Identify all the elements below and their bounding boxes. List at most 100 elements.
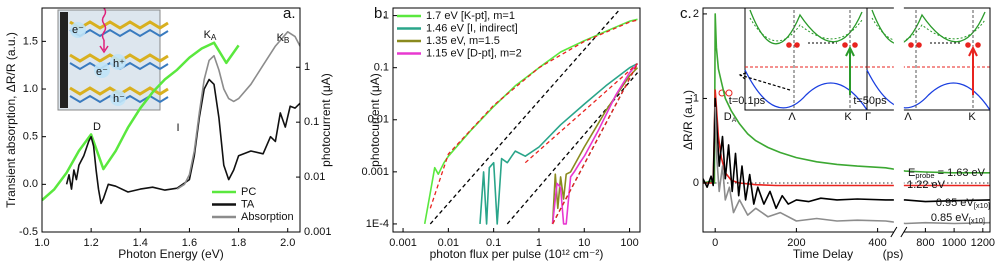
x-tick-label: 1.6 <box>182 237 197 249</box>
inset-label: h⁺ <box>113 58 125 70</box>
x-tick-label: 1.2 <box>83 237 98 249</box>
x-tick-label: 0 <box>712 237 718 249</box>
lattice <box>69 28 169 38</box>
y-tick-label: 0.01 <box>368 114 389 126</box>
electron <box>842 42 848 48</box>
valence-band <box>744 69 868 111</box>
x-tick-label: 10 <box>578 237 590 249</box>
y-tick-label: 1 <box>693 92 699 104</box>
series-line <box>703 97 990 210</box>
fit-line <box>506 72 638 225</box>
y-tick-label: 0.001 <box>361 166 389 178</box>
y-axis-label: photocurrent (μA) <box>368 73 382 167</box>
x-axis-label: photon flux per pulse (10¹² cm⁻²) <box>430 247 604 261</box>
inset-label: t=50ps <box>853 95 887 107</box>
legend-label: 1.46 eV [I, indirect] <box>426 22 518 34</box>
carrier <box>110 54 126 70</box>
inset-label: Λ <box>904 111 912 123</box>
transition-arrow <box>845 45 855 95</box>
y-tick-label: 1E-4 <box>366 218 389 230</box>
inset-label-main: D <box>724 111 732 123</box>
legend-label: Absorption <box>241 211 294 223</box>
inset-frame <box>744 8 868 111</box>
inset-label: Λ <box>788 111 796 123</box>
conduction-band <box>749 17 863 42</box>
series-label-sub: [x10] <box>969 216 985 225</box>
electron <box>916 42 922 48</box>
x-axis-label: Time Delay <box>793 247 853 261</box>
x-tick-label: 1.0 <box>34 237 49 249</box>
inset-label-main: t=50ps <box>853 95 887 107</box>
series-label-main: 1.22 eV <box>907 179 946 191</box>
series-line <box>176 31 300 190</box>
y-tick-label: -0.5 <box>19 226 38 238</box>
x-tick-label: 2.0 <box>280 237 295 249</box>
inset-label-main: t=0.1ps <box>729 95 766 107</box>
inset-label: K <box>844 111 852 123</box>
legend-label: 1.15 eV [D-pt], m=2 <box>426 47 522 59</box>
hole <box>718 89 726 97</box>
x-tick-label: 200 <box>787 237 805 249</box>
x-tick-label: 0.001 <box>389 237 417 249</box>
inset-bands <box>718 8 990 111</box>
panel: 0.001 0.01 0.1 1 10 1001E-40.0010.010.11photo… <box>361 5 641 261</box>
peak-label: D <box>93 121 101 133</box>
x-tick-label: 400 <box>868 237 886 249</box>
peak-label-main: D <box>93 121 101 133</box>
carrier <box>110 90 126 106</box>
x-tick-label: 0.01 <box>438 237 459 249</box>
hole <box>725 89 733 97</box>
peak-label-sub: B <box>284 36 290 45</box>
y2-tick-label: 1 <box>304 61 310 73</box>
y2-tick-label: 0.1 <box>304 116 319 128</box>
axis-break <box>893 7 904 233</box>
conduction-band <box>749 9 863 45</box>
inset-label-main: Λ <box>788 111 796 123</box>
series-line <box>551 67 639 224</box>
legend-label: 1.35 eV, m=1.5 <box>426 35 500 47</box>
inset-label: h⁻ <box>113 93 125 105</box>
lattice <box>69 20 169 30</box>
y-axis-label: Transient absorption, ΔR/R (a.u.) <box>4 32 18 208</box>
x-tick-label: 100 <box>620 237 638 249</box>
y-tick-label: 0 <box>693 177 699 189</box>
y-tick-label: 1.0 <box>23 83 38 95</box>
valence-band <box>866 69 990 111</box>
inset-label: e⁻ <box>72 24 84 36</box>
x-tick-label: 1.4 <box>133 237 148 249</box>
legend-label: 1.7 eV [K-pt], m=1 <box>426 10 515 22</box>
trap-arrow <box>738 72 791 91</box>
conduction-band <box>871 17 986 42</box>
carrier <box>70 22 86 38</box>
transition-arrow <box>968 45 978 95</box>
x-tick-label: 1 <box>536 237 542 249</box>
inset-label: t=0.1ps <box>729 95 766 107</box>
inset-frame <box>866 8 990 111</box>
x-axis-label: Photon Energy (eV) <box>118 247 223 261</box>
axes-frame <box>702 7 991 233</box>
fit-line <box>429 9 620 225</box>
photon-arrow <box>99 40 109 54</box>
series-line <box>479 62 638 225</box>
break-mark <box>900 226 908 238</box>
panel: 1.0 1.2 1.4 1.6 1.8 2.0 -0.5 0.0 0.5 1.0 1.5 0.001 0… <box>4 5 333 261</box>
inset-label: K <box>968 111 976 123</box>
electron <box>852 42 858 48</box>
y-tick-label: 1 <box>383 10 389 22</box>
carrier <box>94 62 110 78</box>
inset-label-sub: A <box>732 117 737 124</box>
panel-label: c. <box>680 5 692 22</box>
y-axis-label: ΔR/R (a.u.) <box>681 90 695 150</box>
peak-label: I <box>176 122 179 134</box>
y-tick-label: 0.1 <box>374 62 389 74</box>
inset-label: e⁻ <box>96 66 108 78</box>
fit-line <box>552 63 639 225</box>
x-axis-unit: (ps) <box>883 247 904 261</box>
legend-label: TA <box>241 198 255 210</box>
y-tick-label: 0.5 <box>23 131 38 143</box>
inset-label: Γ <box>865 111 871 123</box>
y2-axis-label: photocurrent (μA) <box>319 73 333 167</box>
series-line <box>551 63 639 225</box>
inset-structure <box>57 7 169 111</box>
photon <box>101 7 107 41</box>
